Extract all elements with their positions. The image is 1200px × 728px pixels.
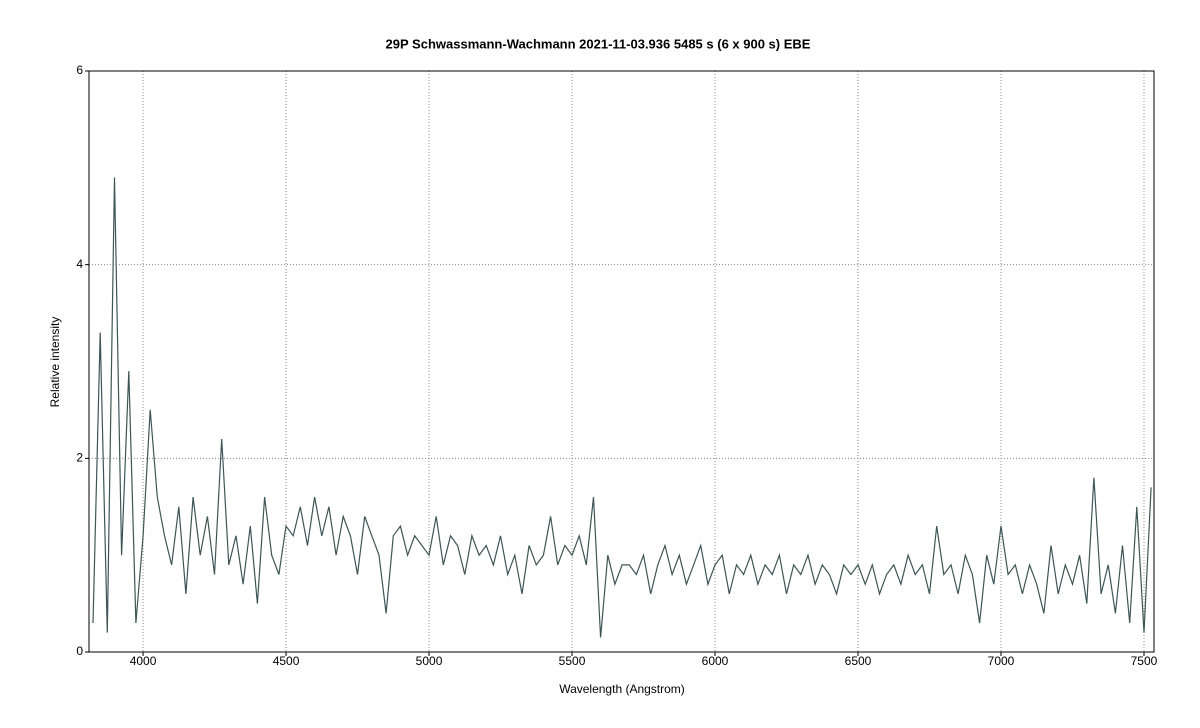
- y-tick-label: 4: [76, 257, 83, 271]
- x-tick-label: 7000: [988, 654, 1015, 668]
- chart-title: 29P Schwassmann-Wachmann 2021-11-03.936 …: [386, 36, 811, 51]
- x-tick-label: 5000: [416, 654, 443, 668]
- y-axis-label: Relative intensity: [48, 317, 62, 408]
- x-tick-label: 7500: [1131, 654, 1158, 668]
- x-tick-label: 5500: [559, 654, 586, 668]
- x-tick-label: 6500: [845, 654, 872, 668]
- x-tick-label: 4500: [273, 654, 300, 668]
- spectrum-line: [92, 177, 1152, 638]
- y-tick-label: 2: [76, 451, 83, 465]
- y-tick-label: 6: [76, 63, 83, 77]
- x-tick-label: 4000: [130, 654, 157, 668]
- x-axis-label: Wavelength (Angstrom): [559, 682, 685, 696]
- y-tick-label: 0: [76, 644, 83, 658]
- x-tick-label: 6000: [702, 654, 729, 668]
- plot-frame: [88, 70, 1155, 653]
